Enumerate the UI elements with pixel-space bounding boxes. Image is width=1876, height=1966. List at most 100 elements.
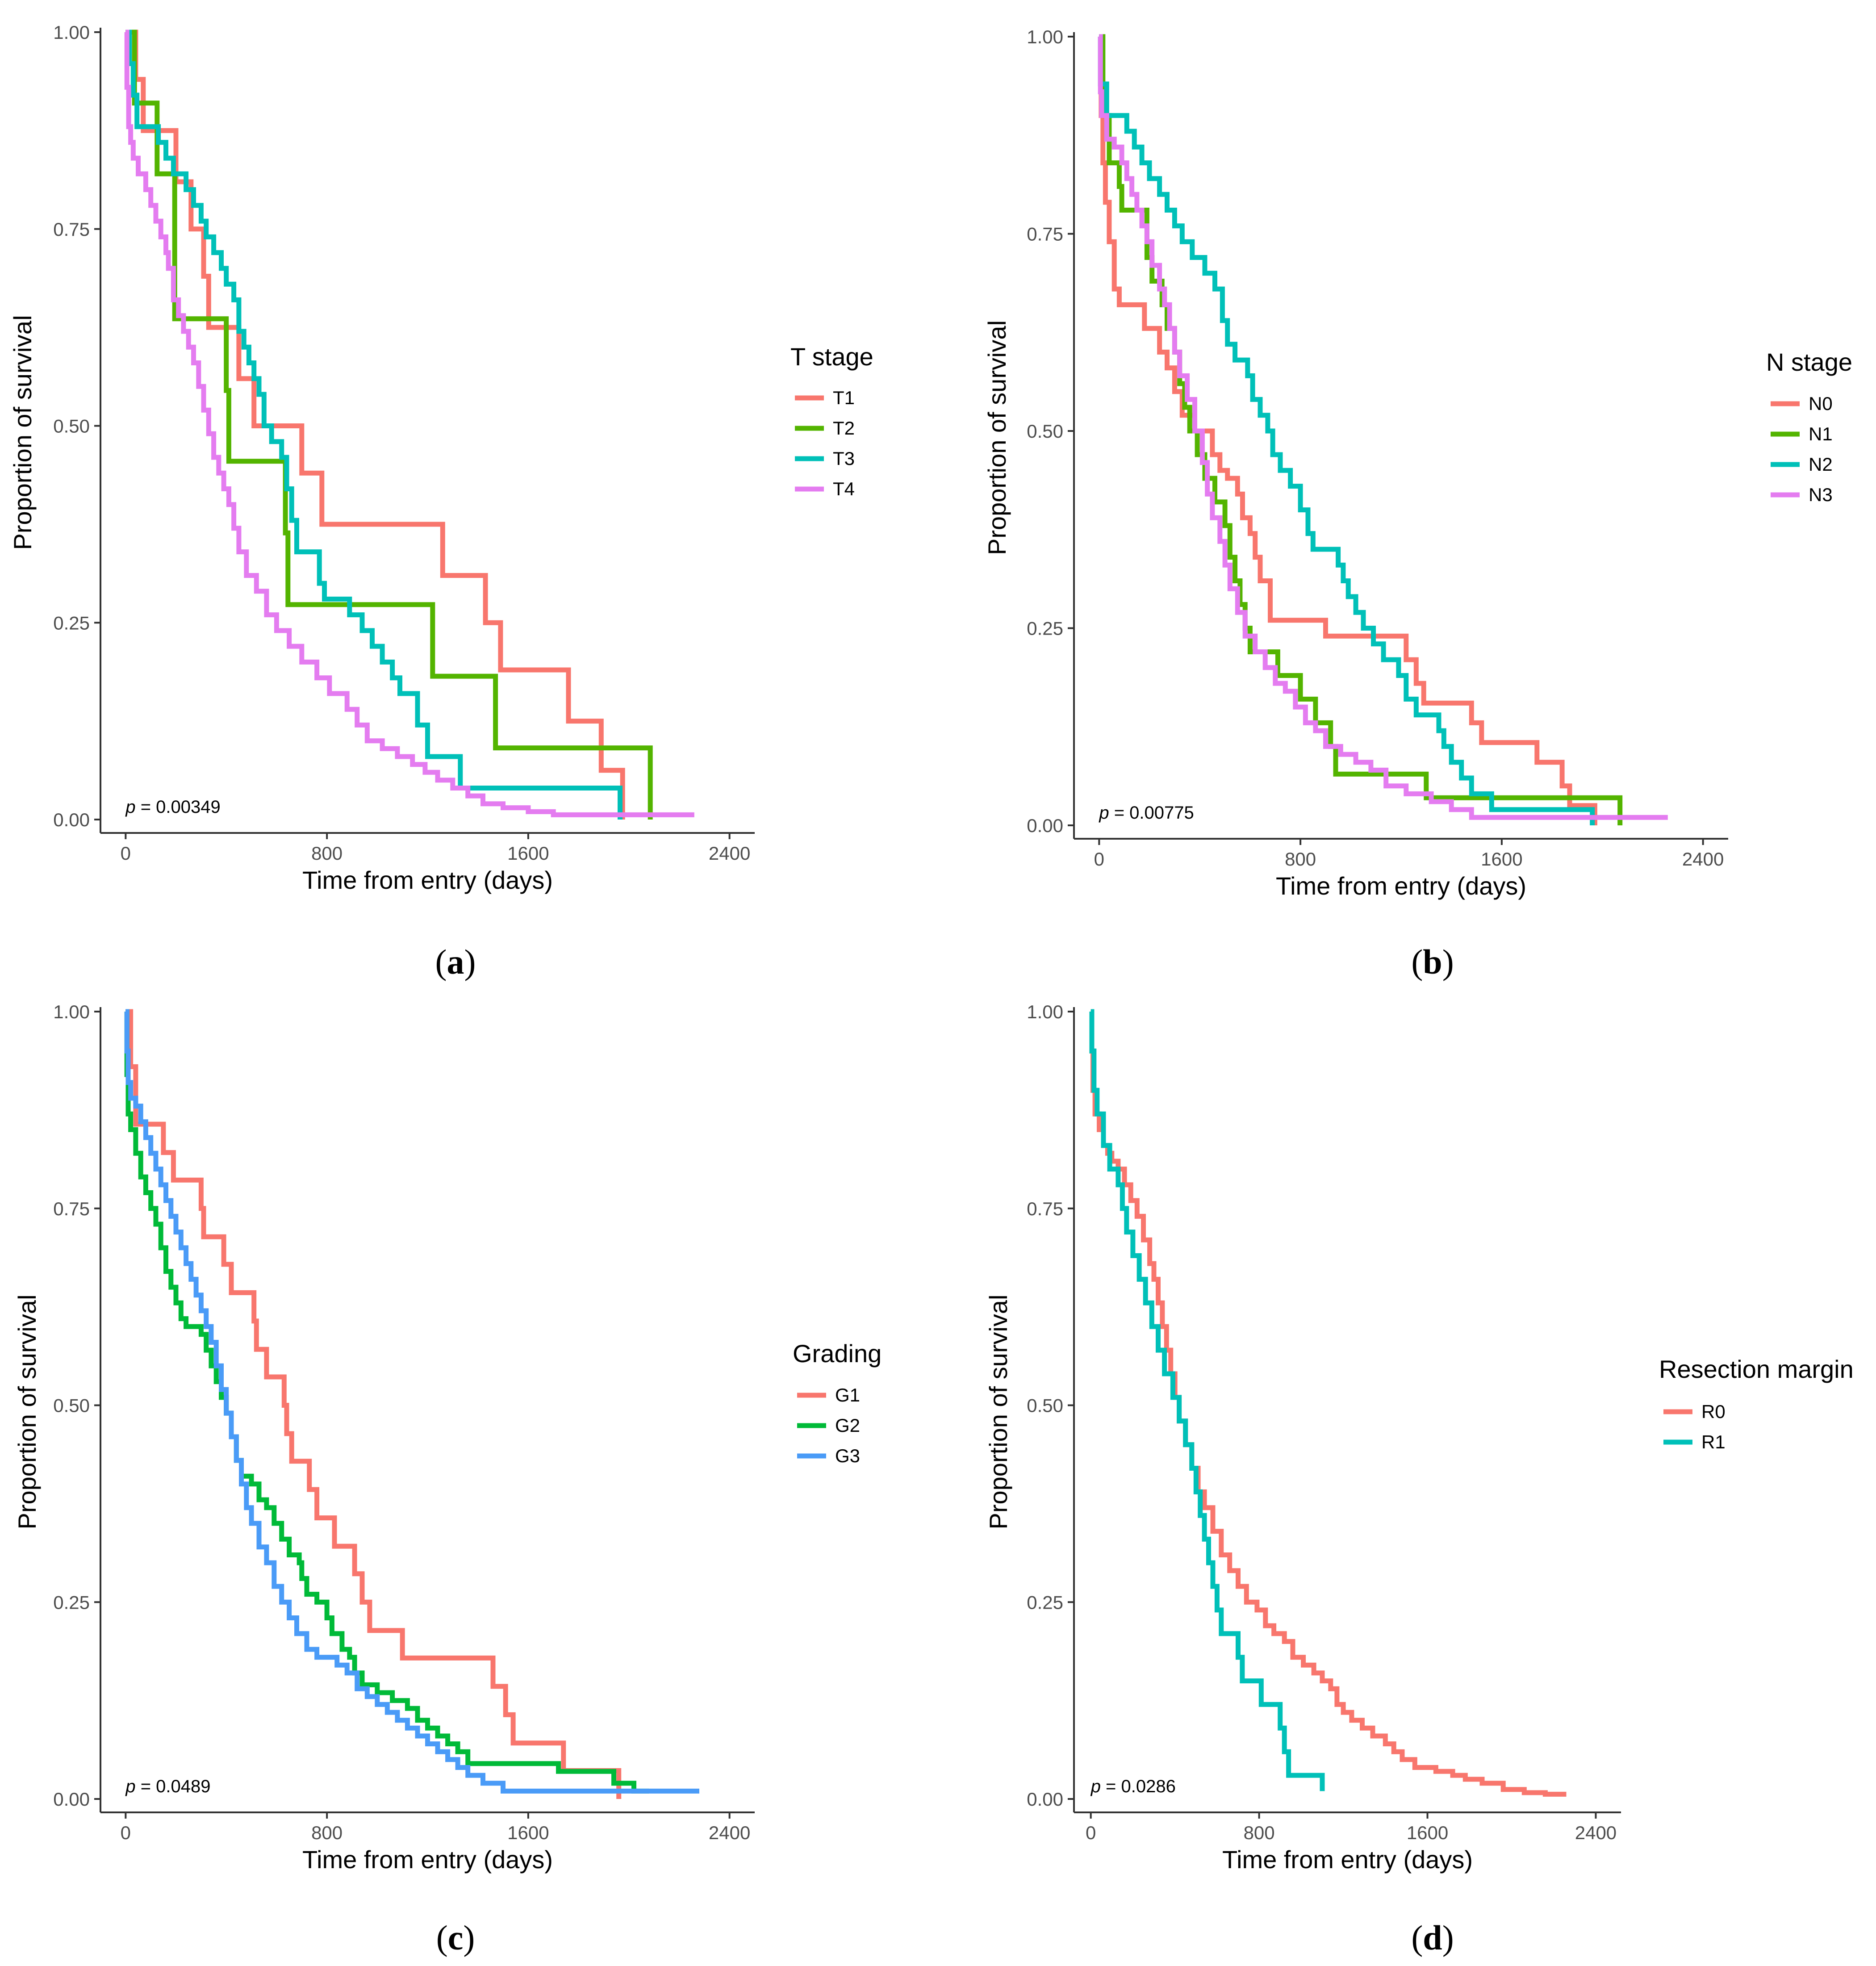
panel-label-b: (b)	[1411, 942, 1454, 981]
p-value-text: = 0.0489	[136, 1777, 211, 1796]
y-tick-label: 0.75	[53, 1198, 90, 1219]
survival-curve-R1	[1089, 1009, 1325, 1791]
x-tick-label: 800	[1244, 1822, 1275, 1843]
p-value-annotation: p = 0.00775	[1099, 803, 1194, 823]
legend-title: Resection margin	[1659, 1355, 1854, 1383]
legend-label-T1: T1	[833, 387, 855, 408]
p-value-annotation: p = 0.0489	[125, 1777, 210, 1796]
chart-panel-b: 0.00 0.25 0.50 0.75 1.00 0 800 1600 2400 Time fro…	[983, 26, 1852, 900]
p-value-text: = 0.00349	[136, 797, 221, 817]
y-tick-label: 0.50	[53, 416, 90, 437]
x-tick-label: 800	[1285, 849, 1316, 870]
x-tick-label: 2400	[709, 1822, 750, 1843]
chart-panel-a: 0.00 0.25 0.50 0.75 1.00 0 800 1600 2400 Time fro…	[8, 22, 873, 894]
y-tick-label: 1.00	[1027, 1001, 1063, 1022]
legend-label-R1: R1	[1701, 1431, 1726, 1452]
p-value-symbol: p	[125, 1777, 135, 1796]
legend-label-T4: T4	[833, 478, 855, 499]
p-value-symbol: p	[1091, 1777, 1101, 1796]
y-tick-label: 0.25	[53, 1592, 90, 1613]
p-value-annotation: p = 0.00349	[125, 797, 220, 817]
legend-label-N1: N1	[1809, 423, 1833, 444]
survival-curve-T2	[125, 29, 653, 820]
legend-label-N2: N2	[1809, 454, 1833, 475]
survival-curve-G2	[124, 1009, 649, 1794]
legend-label-G1: G1	[835, 1385, 860, 1405]
y-tick-label: 0.50	[1027, 1395, 1063, 1416]
y-tick-label: 0.25	[53, 612, 90, 633]
y-tick-label: 1.00	[53, 1001, 90, 1022]
x-axis-title: Time from entry (days)	[1276, 872, 1526, 900]
x-tick-label: 2400	[709, 843, 750, 864]
y-tick-label: 1.00	[1027, 26, 1063, 47]
panel-label-a: (a)	[435, 942, 476, 981]
legend: N stage N0 N1 N2 N3	[1766, 348, 1852, 505]
x-tick-label: 0	[1086, 1822, 1096, 1843]
y-axis-title: Proportion of survival	[983, 320, 1011, 555]
legend: T stage T1 T2 T3 T4	[790, 343, 873, 499]
survival-curve-T1	[125, 29, 625, 820]
legend-title: T stage	[790, 343, 873, 371]
x-axis-title: Time from entry (days)	[302, 866, 553, 894]
x-tick-label: 1600	[1407, 1822, 1448, 1843]
x-tick-label: 2400	[1575, 1822, 1617, 1843]
survival-curve-G1	[125, 1009, 622, 1799]
x-axis-title: Time from entry (days)	[302, 1845, 553, 1874]
x-tick-label: 1600	[507, 1822, 549, 1843]
survival-curve-T3	[125, 29, 623, 820]
x-tick-label: 0	[121, 1822, 131, 1843]
y-tick-label: 0.50	[1027, 421, 1063, 442]
x-tick-label: 0	[121, 843, 131, 864]
x-tick-label: 1600	[507, 843, 549, 864]
y-tick-label: 1.00	[53, 22, 90, 43]
panels: 0.00 0.25 0.50 0.75 1.00 0 800 1600 2400 Time fro…	[8, 22, 1854, 1874]
y-tick-label: 0.00	[1027, 1789, 1063, 1810]
legend-label-N3: N3	[1809, 484, 1833, 505]
panel-label-c: (c)	[436, 1918, 475, 1957]
legend-label-T2: T2	[833, 418, 855, 439]
legend-label-G2: G2	[835, 1415, 860, 1436]
p-value-symbol: p	[1099, 803, 1109, 823]
legend-label-R0: R0	[1701, 1401, 1726, 1422]
y-axis-title: Proportion of survival	[8, 315, 37, 550]
x-tick-label: 1600	[1481, 849, 1522, 870]
survival-curve-N2	[1098, 34, 1595, 825]
y-tick-label: 0.75	[53, 219, 90, 240]
survival-curve-N0	[1099, 34, 1597, 825]
y-tick-label: 0.50	[53, 1395, 90, 1416]
y-tick-label: 0.25	[1027, 1592, 1063, 1613]
y-tick-label: 0.00	[53, 809, 90, 830]
legend-title: Grading	[793, 1339, 882, 1368]
x-tick-label: 2400	[1682, 849, 1724, 870]
legend: Grading G1 G2 G3	[793, 1339, 882, 1466]
x-axis-title: Time from entry (days)	[1222, 1845, 1473, 1874]
survival-curve-G3	[124, 1009, 699, 1794]
p-value-text: = 0.00775	[1109, 803, 1194, 823]
y-tick-label: 0.75	[1027, 1198, 1063, 1219]
p-value-text: = 0.0286	[1101, 1777, 1176, 1796]
legend-label-T3: T3	[833, 448, 855, 469]
x-tick-label: 800	[311, 1822, 343, 1843]
x-tick-label: 800	[311, 843, 343, 864]
chart-panel-c: 0.00 0.25 0.50 0.75 1.00 0 800 1600 2400 Time fro…	[13, 1001, 882, 1874]
legend-title: N stage	[1766, 348, 1852, 376]
survival-curve-T4	[124, 29, 694, 817]
y-axis-title: Proportion of survival	[13, 1294, 41, 1529]
chart-panel-d: 0.00 0.25 0.50 0.75 1.00 0 800 1600 2400 Time fro…	[984, 1001, 1854, 1874]
y-tick-label: 0.75	[1027, 224, 1063, 245]
y-tick-label: 0.00	[53, 1789, 90, 1810]
x-tick-label: 0	[1094, 849, 1104, 870]
survival-curve-N3	[1098, 34, 1668, 820]
legend-label-N0: N0	[1809, 393, 1833, 414]
legend-label-G3: G3	[835, 1445, 860, 1466]
survival-curve-R0	[1089, 1009, 1567, 1797]
p-value-symbol: p	[125, 797, 135, 817]
y-tick-label: 0.00	[1027, 815, 1063, 836]
y-tick-label: 0.25	[1027, 618, 1063, 639]
panel-label-d: (d)	[1411, 1918, 1454, 1957]
legend: Resection margin R0 R1	[1659, 1355, 1854, 1452]
p-value-annotation: p = 0.0286	[1091, 1777, 1176, 1796]
